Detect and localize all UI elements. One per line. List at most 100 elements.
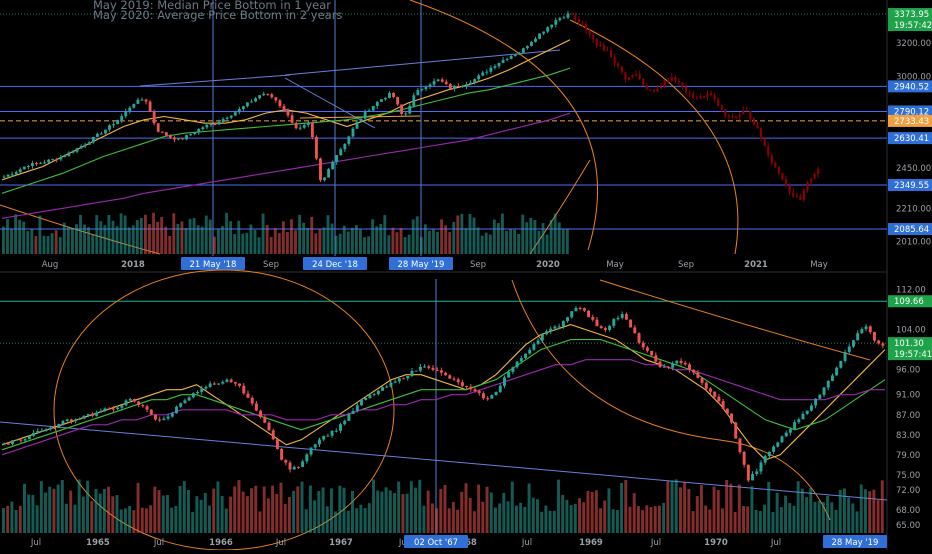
projection-body [624, 72, 627, 80]
candle-body [525, 46, 529, 49]
candle-body [111, 408, 115, 410]
candle-body [254, 98, 257, 102]
candle-body [47, 159, 51, 163]
volume-bar [401, 494, 405, 533]
volume-bar [784, 495, 788, 533]
volume-bar [241, 491, 245, 533]
volume-bar [510, 481, 514, 533]
volume-bar [851, 503, 855, 533]
volume-bar [611, 509, 615, 533]
volume-bar [506, 501, 510, 533]
x-axis-label: Jul [398, 538, 409, 548]
volume-bar [632, 493, 636, 533]
volume-bar [493, 507, 497, 533]
candle-body [286, 111, 290, 116]
volume-bar [77, 479, 81, 533]
candle-body [339, 149, 343, 156]
candle-body [696, 372, 700, 378]
volume-bar [292, 490, 296, 533]
volume-bar [38, 215, 42, 254]
candle-body [63, 156, 67, 158]
candle-body [280, 449, 284, 460]
projection-body [635, 73, 638, 75]
candle-body [788, 429, 792, 433]
candle-body [10, 174, 14, 176]
candle-body [44, 429, 48, 431]
candle-body [120, 116, 124, 121]
volume-bar [456, 509, 460, 533]
volume-bar [241, 233, 245, 254]
volume-bar [346, 510, 350, 533]
bottom-chart[interactable]: Jul1965Jul1966Jul1967Jul1968Jul1969Jul19… [0, 269, 888, 551]
volume-bar [48, 486, 52, 533]
volume-bar [119, 213, 123, 254]
volume-bar [281, 221, 285, 254]
candle-body [11, 440, 14, 444]
projection-body [581, 22, 584, 24]
trendline-1 [284, 49, 561, 76]
volume-bar [423, 224, 427, 254]
candle-body [713, 391, 717, 397]
candle-body [477, 75, 481, 80]
volume-bar [294, 230, 297, 254]
volume-bar [81, 496, 85, 533]
candle-body [326, 435, 330, 437]
volume-bar [380, 491, 384, 533]
projection-body [649, 89, 652, 91]
candle-body [177, 138, 180, 140]
cursor-date-label: 21 May '18 [190, 260, 237, 270]
projection-body [681, 82, 684, 87]
volume-bar [540, 511, 544, 533]
candle-body [225, 379, 229, 382]
volume-bar [26, 231, 30, 254]
candle-body [258, 95, 262, 99]
x-axis-label: 1970 [704, 538, 728, 548]
volume-bar [111, 496, 115, 533]
volume-bar [729, 483, 733, 533]
candle-body [302, 125, 306, 128]
volume-bar [636, 505, 640, 533]
candle-body [830, 375, 834, 381]
volume-bar [541, 223, 545, 254]
candle-body [99, 133, 103, 135]
volume-bar [448, 232, 452, 254]
candle-body [22, 166, 26, 170]
note-line-2: May 2020: Average Price Bottom in 2 year… [93, 8, 343, 22]
candle-body [57, 423, 61, 428]
candle-body [322, 436, 326, 440]
candle-body [53, 427, 57, 429]
projection-body [570, 14, 573, 16]
volume-bar [502, 493, 506, 533]
fib-arc-1 [569, 19, 739, 255]
volume-bar [763, 504, 767, 533]
candle-body [156, 123, 160, 132]
volume-bar [182, 481, 186, 533]
sma_slow-line [1, 359, 885, 456]
candle-body [233, 382, 237, 384]
current-price-label: 101.30 [894, 339, 924, 349]
volume-bar [334, 511, 338, 533]
candle-body [166, 416, 170, 419]
top-chart[interactable]: Aug 2018 Sep Sep 2020 May Sep 2021 May 21 May '18… [0, 0, 887, 270]
sma_mid-line [1, 339, 886, 451]
x-axis-label: Jul [275, 538, 286, 548]
volume-bar [70, 228, 74, 254]
candle-body [460, 382, 464, 386]
cursor-date-badge [303, 257, 367, 270]
volume-bar [229, 496, 233, 533]
candle-body [881, 343, 885, 346]
candle-body [359, 118, 363, 122]
candle-body [164, 132, 168, 136]
countdown-label: 19:57:42 [894, 21, 932, 31]
countdown-label: 19:57:41 [894, 350, 932, 360]
volume-bar [266, 498, 270, 533]
volume-bar [350, 227, 354, 254]
volume-bar [115, 495, 119, 533]
projection-body [627, 77, 630, 80]
candle-body [780, 436, 784, 443]
x-axis-label: Sep [263, 260, 279, 270]
volume-bar [863, 489, 867, 533]
candle-body [554, 20, 558, 25]
candle-body [43, 162, 47, 164]
candle-body [414, 370, 418, 372]
